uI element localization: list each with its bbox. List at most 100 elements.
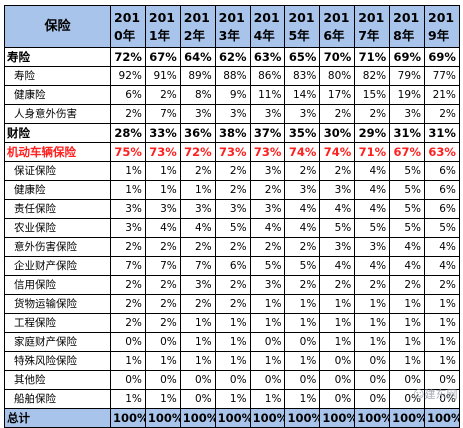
value-cell[interactable]: 2%	[214, 161, 251, 181]
value-cell[interactable]: 91%	[144, 66, 181, 86]
value-cell[interactable]: 1%	[110, 389, 146, 409]
value-cell[interactable]: 1%	[144, 389, 181, 409]
value-cell[interactable]: 3%	[319, 237, 356, 257]
value-cell[interactable]: 2%	[214, 294, 251, 314]
value-cell[interactable]: 2%	[249, 237, 286, 257]
value-cell[interactable]: 2%	[214, 237, 251, 257]
value-cell[interactable]: 0%	[319, 351, 356, 371]
value-cell[interactable]: 1%	[179, 332, 216, 352]
value-cell[interactable]: 4%	[354, 180, 391, 200]
value-cell[interactable]: 7%	[110, 256, 146, 276]
value-cell[interactable]: 2%	[144, 294, 181, 314]
row-label-cell[interactable]: 财险	[4, 123, 111, 143]
value-cell[interactable]: 69%	[389, 47, 426, 67]
value-cell[interactable]: 9%	[214, 85, 251, 105]
value-cell[interactable]: 82%	[354, 66, 391, 86]
row-label-cell[interactable]: 货物运输保险	[4, 294, 111, 314]
value-cell[interactable]: 0%	[319, 389, 356, 409]
value-cell[interactable]: 33%	[144, 123, 181, 143]
value-cell[interactable]: 3%	[214, 199, 251, 219]
value-cell[interactable]: 4%	[144, 218, 181, 238]
value-cell[interactable]: 4%	[389, 237, 426, 257]
column-header-year[interactable]: 2010年	[110, 5, 146, 48]
value-cell[interactable]: 1%	[319, 294, 356, 314]
value-cell[interactable]: 100%	[110, 408, 146, 428]
value-cell[interactable]: 3%	[179, 104, 216, 124]
value-cell[interactable]: 8%	[179, 85, 216, 105]
value-cell[interactable]: 0%	[179, 370, 216, 390]
value-cell[interactable]: 89%	[179, 66, 216, 86]
value-cell[interactable]: 2%	[144, 313, 181, 333]
value-cell[interactable]: 100%	[354, 408, 391, 428]
value-cell[interactable]: 5%	[389, 218, 426, 238]
row-label-cell[interactable]: 信用保险	[4, 275, 111, 295]
value-cell[interactable]: 1%	[389, 332, 426, 352]
value-cell[interactable]: 5%	[214, 218, 251, 238]
value-cell[interactable]: 4%	[249, 218, 286, 238]
value-cell[interactable]: 35%	[284, 123, 321, 143]
value-cell[interactable]: 2%	[214, 275, 251, 295]
value-cell[interactable]: 1%	[110, 161, 146, 181]
value-cell[interactable]: 3%	[179, 275, 216, 295]
value-cell[interactable]: 86%	[249, 66, 286, 86]
row-label-cell[interactable]: 保证保险	[4, 161, 111, 181]
column-header-year[interactable]: 2013年	[214, 5, 251, 48]
value-cell[interactable]: 1%	[214, 389, 251, 409]
value-cell[interactable]: 1%	[284, 313, 321, 333]
value-cell[interactable]: 4%	[354, 199, 391, 219]
value-cell[interactable]: 2%	[319, 275, 356, 295]
value-cell[interactable]: 74%	[284, 142, 321, 162]
value-cell[interactable]: 73%	[214, 142, 251, 162]
value-cell[interactable]: 1%	[110, 351, 146, 371]
value-cell[interactable]: 1%	[179, 351, 216, 371]
value-cell[interactable]: 2%	[144, 275, 181, 295]
value-cell[interactable]: 5%	[424, 218, 460, 238]
value-cell[interactable]: 5%	[354, 218, 391, 238]
value-cell[interactable]: 83%	[284, 66, 321, 86]
value-cell[interactable]: 1%	[179, 313, 216, 333]
column-header-year[interactable]: 2017年	[354, 5, 391, 48]
row-label-cell[interactable]: 寿险	[4, 66, 111, 86]
value-cell[interactable]: 0%	[179, 389, 216, 409]
value-cell[interactable]: 2%	[424, 275, 460, 295]
value-cell[interactable]: 6%	[424, 180, 460, 200]
value-cell[interactable]: 2%	[110, 313, 146, 333]
row-label-cell[interactable]: 总计	[4, 408, 111, 428]
value-cell[interactable]: 4%	[284, 218, 321, 238]
value-cell[interactable]: 100%	[214, 408, 251, 428]
value-cell[interactable]: 2%	[144, 237, 181, 257]
value-cell[interactable]: 100%	[319, 408, 356, 428]
value-cell[interactable]: 3%	[179, 199, 216, 219]
value-cell[interactable]: 1%	[284, 294, 321, 314]
value-cell[interactable]: 5%	[389, 180, 426, 200]
value-cell[interactable]: 4%	[354, 256, 391, 276]
value-cell[interactable]: 2%	[144, 85, 181, 105]
value-cell[interactable]: 3%	[249, 199, 286, 219]
value-cell[interactable]: 31%	[389, 123, 426, 143]
value-cell[interactable]: 5%	[284, 256, 321, 276]
value-cell[interactable]: 1%	[424, 294, 460, 314]
value-cell[interactable]: 88%	[214, 66, 251, 86]
row-label-cell[interactable]: 机动车辆保险	[4, 142, 111, 162]
value-cell[interactable]: 3%	[110, 218, 146, 238]
value-cell[interactable]: 79%	[389, 66, 426, 86]
row-label-cell[interactable]: 工程保险	[4, 313, 111, 333]
value-cell[interactable]: 1%	[284, 351, 321, 371]
value-cell[interactable]: 2%	[284, 161, 321, 181]
value-cell[interactable]: 3%	[110, 199, 146, 219]
value-cell[interactable]: 0%	[144, 370, 181, 390]
value-cell[interactable]: 72%	[179, 142, 216, 162]
value-cell[interactable]: 5%	[389, 199, 426, 219]
column-header-year[interactable]: 2016年	[319, 5, 356, 48]
value-cell[interactable]: 63%	[424, 142, 460, 162]
value-cell[interactable]: 2%	[249, 180, 286, 200]
column-header-year[interactable]: 2018年	[389, 5, 426, 48]
row-label-cell[interactable]: 其他险	[4, 370, 111, 390]
value-cell[interactable]: 1%	[214, 332, 251, 352]
value-cell[interactable]: 69%	[424, 47, 460, 67]
value-cell[interactable]: 1%	[319, 313, 356, 333]
value-cell[interactable]: 1%	[144, 161, 181, 181]
value-cell[interactable]: 0%	[284, 370, 321, 390]
value-cell[interactable]: 1%	[249, 389, 286, 409]
value-cell[interactable]: 19%	[389, 85, 426, 105]
